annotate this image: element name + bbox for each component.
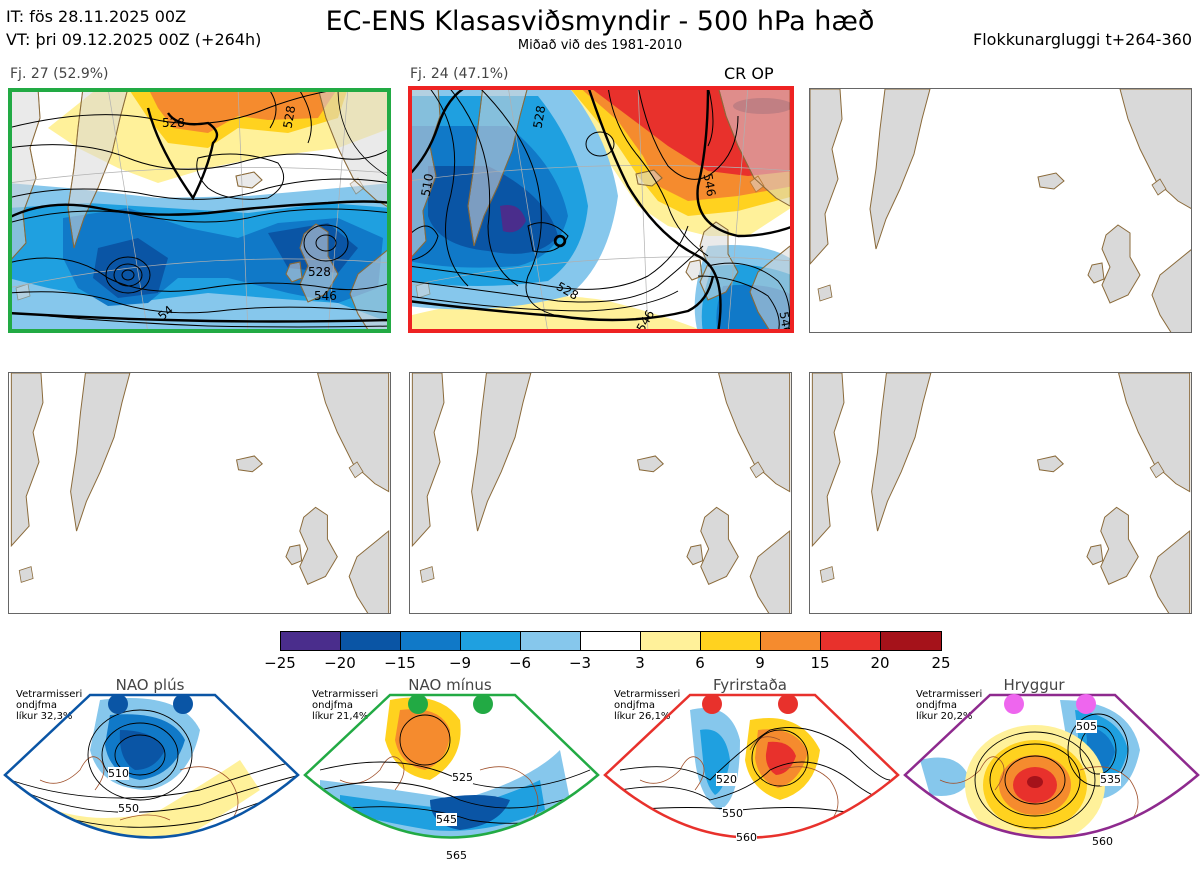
contour-label: 550 bbox=[722, 807, 743, 820]
valid-time: VT: þri 09.12.2025 00Z (+264h) bbox=[6, 30, 262, 49]
regime-2-note: Vetrarmisseri ondjfma líkur 21,4% bbox=[312, 689, 378, 722]
regime-note-line: líkur 21,4% bbox=[312, 711, 369, 722]
colorbar-tick: 3 bbox=[635, 654, 645, 672]
colorbar-bin bbox=[580, 631, 640, 651]
regime-3-dot bbox=[702, 694, 722, 714]
cluster-map-5 bbox=[409, 372, 792, 614]
colorbar-tick: −9 bbox=[448, 654, 472, 672]
panel-2-label: Fj. 24 (47.1%) bbox=[410, 66, 509, 82]
colorbar-tick: −20 bbox=[324, 654, 356, 672]
contour-label: 505 bbox=[1076, 720, 1097, 733]
regime-2-dot bbox=[408, 694, 428, 714]
contour-label: 528 bbox=[308, 265, 331, 279]
colorbar-tick: −25 bbox=[264, 654, 296, 672]
regime-note-line: ondjfma bbox=[16, 700, 57, 711]
colorbar-bin bbox=[280, 631, 340, 651]
regime-note-line: ondjfma bbox=[614, 700, 655, 711]
page-title: EC-ENS Klasasviðsmyndir - 500 hPa hæð bbox=[325, 6, 875, 37]
regime-note-line: Vetrarmisseri bbox=[16, 689, 83, 700]
control-run-badge: CR OP bbox=[724, 64, 774, 83]
regime-note-line: líkur 26,1% bbox=[614, 711, 671, 722]
regime-1-dot bbox=[108, 694, 128, 714]
regime-1-note: Vetrarmisseri ondjfma líkur 32,3% bbox=[16, 689, 82, 722]
regime-3-border bbox=[603, 693, 900, 839]
regime-1-name: NAO plús bbox=[115, 676, 185, 694]
contour-label: 560 bbox=[1092, 835, 1113, 848]
regime-3-name: Fyrirstaða bbox=[713, 676, 787, 694]
regime-note-line: Vetrarmisseri bbox=[916, 689, 983, 700]
regime-4-name: Hryggur bbox=[1003, 676, 1065, 694]
regime-note-line: ondjfma bbox=[312, 700, 353, 711]
contour-label: 545 bbox=[436, 813, 457, 826]
cluster-window: Flokkunargluggi t+264-360 bbox=[973, 30, 1192, 49]
cluster-map-3 bbox=[809, 88, 1192, 333]
colorbar-tick: −3 bbox=[568, 654, 592, 672]
cluster-map-1: 528 528 528 546 54 bbox=[8, 88, 391, 333]
colorbar-tick: 15 bbox=[810, 654, 830, 672]
regime-2-border bbox=[303, 693, 600, 839]
regime-1-map bbox=[3, 693, 300, 839]
regime-4-map bbox=[903, 693, 1200, 839]
regime-2-dot bbox=[473, 694, 493, 714]
regime-2-name: NAO mínus bbox=[408, 676, 492, 694]
regime-4-note: Vetrarmisseri ondjfma líkur 20,2% bbox=[916, 689, 982, 722]
regime-1-border bbox=[3, 693, 300, 839]
contour-label: 546 bbox=[314, 289, 337, 303]
regime-3-dot bbox=[778, 694, 798, 714]
colorbar-bin bbox=[460, 631, 520, 651]
regime-2-map bbox=[303, 693, 600, 839]
panel-1-label: Fj. 27 (52.9%) bbox=[10, 66, 109, 82]
regime-4-dot bbox=[1076, 694, 1096, 714]
regime-note-line: Vetrarmisseri bbox=[312, 689, 379, 700]
page-subtitle: Miðað við des 1981-2010 bbox=[517, 38, 683, 53]
colorbar-bin bbox=[520, 631, 580, 651]
colorbar-bin bbox=[400, 631, 460, 651]
regime-1-dot bbox=[173, 694, 193, 714]
colorbar-bin bbox=[340, 631, 400, 651]
panel-2-frame bbox=[408, 86, 794, 333]
colorbar-tick: −15 bbox=[384, 654, 416, 672]
contour-label: 565 bbox=[446, 849, 467, 862]
regime-4-border bbox=[903, 693, 1200, 839]
colorbar-bin bbox=[700, 631, 760, 651]
colorbar-tick: 6 bbox=[695, 654, 705, 672]
regime-note-line: líkur 20,2% bbox=[916, 711, 973, 722]
contour-label: 520 bbox=[716, 773, 737, 786]
colorbar-bin bbox=[880, 631, 942, 651]
regime-note-line: ondjfma bbox=[916, 700, 957, 711]
cluster-map-6 bbox=[809, 372, 1192, 614]
contour-label: 560 bbox=[736, 831, 757, 844]
contour-label: 535 bbox=[1100, 773, 1121, 786]
init-time: IT: fös 28.11.2025 00Z bbox=[6, 7, 187, 26]
colorbar-tick: −6 bbox=[508, 654, 532, 672]
panel-1-frame bbox=[8, 88, 391, 333]
colorbar-tick: 20 bbox=[870, 654, 890, 672]
colorbar-bin bbox=[760, 631, 820, 651]
contour-label: 550 bbox=[118, 802, 139, 815]
cluster-map-4 bbox=[8, 372, 391, 614]
regime-note-line: líkur 32,3% bbox=[16, 711, 73, 722]
colorbar-bin bbox=[820, 631, 880, 651]
regime-note-line: Vetrarmisseri bbox=[614, 689, 681, 700]
regime-3-note: Vetrarmisseri ondjfma líkur 26,1% bbox=[614, 689, 680, 722]
contour-label: 510 bbox=[108, 767, 129, 780]
contour-label: 528 bbox=[162, 116, 185, 130]
colorbar-tick: 9 bbox=[755, 654, 765, 672]
colorbar-bin bbox=[640, 631, 700, 651]
regime-4-dot bbox=[1004, 694, 1024, 714]
cluster-map-2: 510 528 528 546 546 54 546 bbox=[408, 86, 794, 333]
contour-label: 525 bbox=[452, 771, 473, 784]
colorbar-tick: 25 bbox=[931, 654, 951, 672]
